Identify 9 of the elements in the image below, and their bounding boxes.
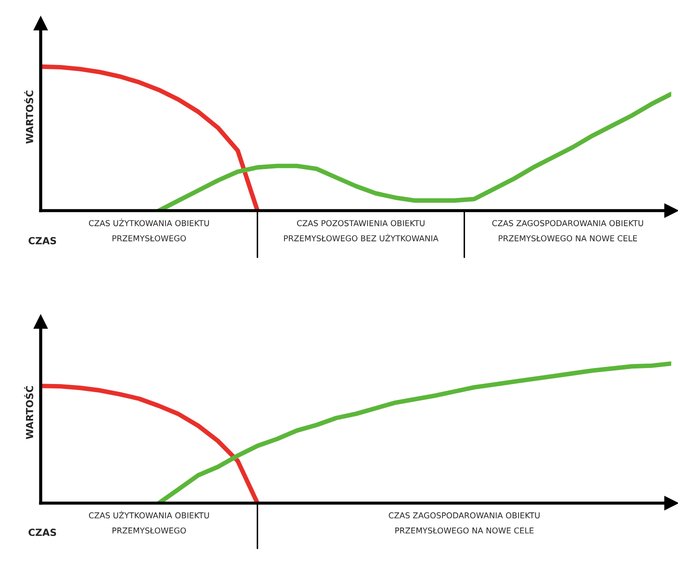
text: CZAS ZAGOSPODAROWANIA OBIEKTU PRZEMYSŁOWEGO NA NOWE CELE	[388, 512, 540, 534]
y-axis-title: WARTOŚĆ	[24, 386, 34, 440]
text: CZAS POZOSTAWIENIA OBIEKTU PRZEMYSŁOWEGO BEZ UŻYTKOWANIA	[284, 220, 438, 242]
text: CZAS UŻYTKOWANIA OBIEKTU PRZEMYSŁOWEGO	[88, 218, 209, 242]
text: CZAS ZAGOSPODAROWANIA OBIEKTU PRZEMYSŁOWEGO NA NOWE CELE	[492, 220, 644, 242]
y-axis-title: WARTOŚĆ	[24, 90, 34, 144]
text: CZAS UŻYTKOWANIA OBIEKTU PRZEMYSŁOWEGO	[88, 510, 209, 534]
x-axis-title: CZAS	[28, 236, 56, 244]
x-axis-title: CZAS	[28, 528, 56, 536]
